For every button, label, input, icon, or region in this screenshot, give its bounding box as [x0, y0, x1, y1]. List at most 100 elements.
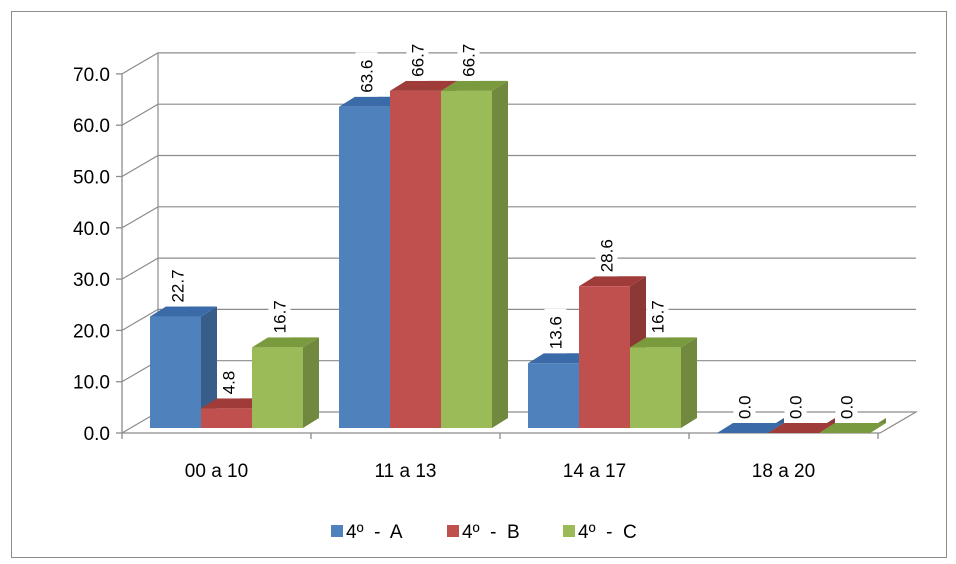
y-tick-label: 70.0	[73, 65, 110, 86]
y-tick-label: 30.0	[73, 270, 110, 291]
data-label: 4.8	[217, 363, 240, 399]
bar	[717, 418, 784, 433]
data-label-text: 66.7	[409, 44, 428, 77]
data-label-text: 4.8	[220, 371, 239, 395]
category-label: 11 a 13	[375, 461, 437, 482]
data-labels: 22.7 4.8 16.7 63.6 66.7 66.7 13.6 28.6 16.7 0.0 0.…	[166, 36, 858, 423]
category-labels: 00 a 10 11 a 13 14 a 17 18 a 20	[185, 461, 815, 482]
bar	[630, 337, 697, 428]
data-label: 0.0	[784, 388, 807, 423]
gridlines	[121, 52, 919, 434]
bar-front	[390, 90, 441, 428]
bar-top	[717, 423, 784, 433]
bar-top	[579, 276, 646, 287]
bar-side	[681, 337, 697, 428]
data-label-text: 0.0	[838, 395, 857, 419]
data-label-text: 28.6	[598, 239, 617, 272]
bar-top	[390, 80, 457, 91]
bar-front	[150, 316, 201, 428]
bar-side	[303, 337, 319, 428]
legend-item: 4º - B	[447, 522, 520, 543]
bars	[150, 80, 886, 433]
bar-top	[339, 96, 406, 107]
data-label: 28.6	[595, 231, 618, 277]
data-label-text: 16.7	[271, 300, 290, 333]
bar-front	[252, 347, 303, 428]
bar-front	[339, 106, 390, 429]
data-label: 13.6	[544, 308, 567, 354]
bar-front	[201, 408, 252, 428]
data-label-bg	[457, 36, 480, 81]
bar-side	[492, 80, 508, 428]
data-label-bg	[217, 363, 240, 399]
legend-item: 4º - A	[331, 522, 403, 543]
gridline	[121, 52, 916, 75]
bar-top	[528, 353, 595, 364]
legend-label: 4º - C	[578, 522, 637, 543]
legend-swatch	[563, 525, 575, 537]
bar-front	[441, 90, 492, 428]
bar-front	[528, 363, 579, 428]
data-label-bg	[355, 52, 378, 97]
data-label-text: 16.7	[649, 300, 668, 333]
data-label: 22.7	[166, 262, 189, 307]
data-label: 16.7	[268, 292, 291, 338]
y-tick-labels: 0.0 10.0 20.0 30.0 40.0 50.0 60.0 70.0	[73, 65, 110, 445]
bar-top	[201, 398, 268, 409]
bar	[150, 306, 217, 428]
bar-front	[630, 347, 681, 428]
gridline	[121, 103, 916, 126]
y-tick-label: 0.0	[84, 424, 110, 445]
category-label: 18 a 20	[752, 461, 815, 482]
data-label-bg	[544, 308, 567, 354]
data-label-bg	[733, 388, 756, 423]
data-label-bg	[835, 388, 858, 423]
data-label-text: 13.6	[547, 316, 566, 349]
data-label-bg	[166, 262, 189, 307]
bar-top	[441, 80, 508, 91]
data-label-text: 66.7	[460, 44, 479, 77]
legend-item: 4º - C	[563, 522, 637, 543]
data-label: 66.7	[457, 36, 480, 81]
gridline	[121, 308, 916, 331]
data-label-bg	[406, 36, 429, 81]
data-label: 0.0	[733, 388, 756, 423]
data-label-bg	[784, 388, 807, 423]
y-tick-label: 20.0	[73, 321, 110, 342]
bar-front	[579, 286, 630, 428]
bar-top	[768, 423, 835, 433]
y-tick-label: 50.0	[73, 168, 110, 189]
category-label: 14 a 17	[563, 461, 626, 482]
legend-label: 4º - A	[346, 522, 403, 543]
y-tick-label: 40.0	[73, 219, 110, 240]
bar-top	[252, 337, 319, 348]
legend-swatch	[331, 525, 343, 537]
data-label: 16.7	[646, 292, 669, 338]
gridline	[121, 360, 916, 383]
data-label: 0.0	[835, 388, 858, 423]
bar-side	[201, 306, 217, 428]
legend: 4º - A 4º - B 4º - C	[331, 522, 637, 543]
data-label-text: 0.0	[787, 395, 806, 419]
gridline	[121, 206, 916, 229]
bar	[768, 418, 835, 433]
gridline	[121, 257, 916, 280]
data-label: 63.6	[355, 52, 378, 97]
data-label-text: 63.6	[358, 60, 377, 93]
legend-label: 4º - B	[462, 522, 520, 543]
legend-swatch	[447, 525, 459, 537]
bar-top	[630, 337, 697, 348]
data-label-text: 22.7	[169, 269, 188, 302]
bar	[819, 418, 886, 433]
data-label-bg	[646, 292, 669, 338]
bar-top	[150, 306, 217, 317]
y-tick-label: 10.0	[73, 373, 110, 394]
gridline	[121, 154, 916, 178]
bar-top	[819, 423, 886, 433]
data-label: 66.7	[406, 36, 429, 81]
bar	[252, 337, 319, 428]
bar	[441, 80, 508, 428]
category-label: 00 a 10	[185, 461, 248, 482]
y-tick-label: 60.0	[73, 116, 110, 137]
